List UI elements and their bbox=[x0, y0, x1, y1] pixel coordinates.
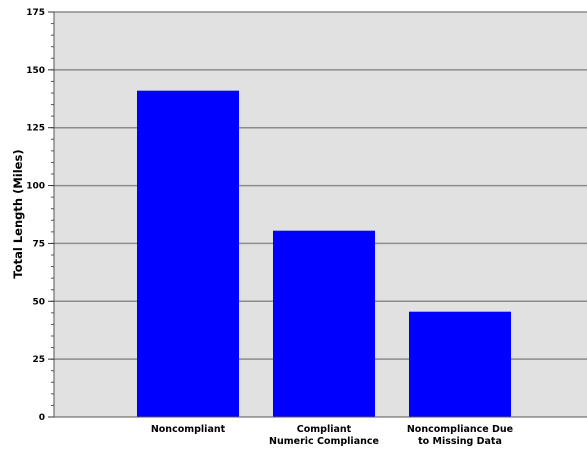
bars bbox=[137, 90, 511, 417]
y-axis-title: Total Length (Miles) bbox=[11, 149, 25, 278]
y-tick-label: 75 bbox=[32, 239, 45, 249]
x-tick-label: Noncompliance Due bbox=[407, 424, 513, 435]
y-tick-label: 150 bbox=[26, 66, 45, 76]
x-tick-label: Noncompliant bbox=[151, 424, 226, 435]
x-tick-label: to Missing Data bbox=[418, 436, 502, 447]
y-tick-label: 175 bbox=[26, 8, 45, 18]
y-tick-label: 50 bbox=[32, 297, 45, 307]
y-axis-ticks: 0 25 50 75 100 125 150 175 bbox=[26, 8, 54, 423]
y-tick-label: 0 bbox=[39, 413, 45, 423]
y-tick-label: 100 bbox=[26, 182, 45, 192]
bar bbox=[273, 230, 375, 417]
y-tick-label: 25 bbox=[32, 355, 45, 365]
bar bbox=[137, 90, 239, 417]
bar bbox=[409, 311, 511, 417]
y-tick-label: 125 bbox=[26, 124, 45, 134]
x-tick-label: Compliant bbox=[297, 424, 352, 435]
x-tick-label: Numeric Compliance bbox=[269, 436, 379, 447]
